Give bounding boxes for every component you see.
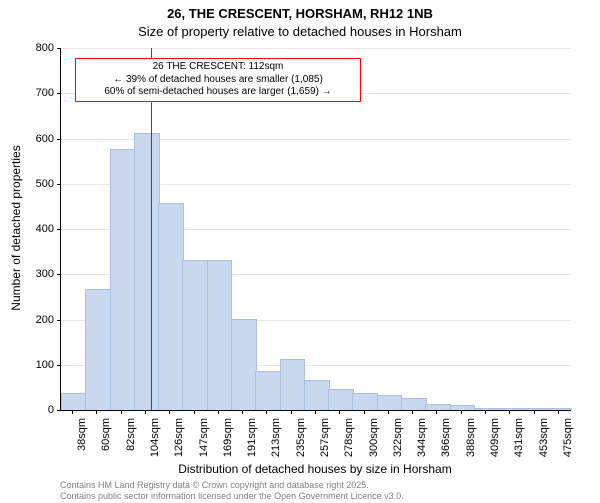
xtick-mark (436, 410, 437, 414)
histogram-bar (158, 203, 184, 410)
histogram-bar (522, 408, 548, 410)
xtick-label: 409sqm (489, 418, 501, 468)
xtick-label: 60sqm (100, 418, 112, 468)
ytick-mark (57, 274, 61, 275)
ytick-mark (57, 184, 61, 185)
xtick-mark (72, 410, 73, 414)
ytick-mark (57, 410, 61, 411)
xtick-label: 431sqm (513, 418, 525, 468)
plot-area: 26 THE CRESCENT: 112sqm ← 39% of detached… (60, 48, 571, 411)
xtick-mark (121, 410, 122, 414)
xtick-mark (291, 410, 292, 414)
ytick-label: 700 (36, 87, 54, 99)
xtick-label: 126sqm (173, 418, 185, 468)
xtick-label: 257sqm (319, 418, 331, 468)
histogram-bar (498, 408, 524, 410)
xtick-mark (534, 410, 535, 414)
xtick-label: 82sqm (125, 418, 137, 468)
xtick-mark (339, 410, 340, 414)
ytick-mark (57, 139, 61, 140)
histogram-bar (450, 405, 476, 410)
ytick-mark (57, 48, 61, 49)
histogram-bar (182, 260, 208, 410)
xtick-mark (218, 410, 219, 414)
y-axis-label: Number of detached properties (9, 128, 23, 328)
annotation-line-2: ← 39% of detached houses are smaller (1,… (113, 74, 323, 85)
xtick-label: 322sqm (392, 418, 404, 468)
histogram-bar (547, 408, 573, 410)
xtick-mark (388, 410, 389, 414)
histogram-bar (352, 393, 378, 410)
histogram-bar (280, 359, 306, 410)
xtick-label: 300sqm (368, 418, 380, 468)
xtick-label: 147sqm (198, 418, 210, 468)
xtick-mark (364, 410, 365, 414)
histogram-bar (304, 380, 330, 410)
chart-title-main: 26, THE CRESCENT, HORSHAM, RH12 1NB (0, 6, 600, 21)
histogram-bar (134, 133, 160, 410)
ytick-mark (57, 365, 61, 366)
xtick-mark (169, 410, 170, 414)
xtick-label: 388sqm (465, 418, 477, 468)
xtick-mark (412, 410, 413, 414)
annotation-box: 26 THE CRESCENT: 112sqm ← 39% of detached… (75, 58, 361, 102)
histogram-bar (110, 149, 136, 410)
xtick-label: 191sqm (246, 418, 258, 468)
histogram-bar (377, 395, 403, 410)
xtick-mark (145, 410, 146, 414)
histogram-bar (231, 319, 257, 411)
histogram-bar (61, 393, 87, 410)
annotation-line-1: 26 THE CRESCENT: 112sqm (153, 61, 284, 72)
histogram-bar (85, 289, 111, 410)
xtick-mark (509, 410, 510, 414)
xtick-label: 453sqm (538, 418, 550, 468)
histogram-bar (401, 398, 427, 410)
gridline (61, 48, 571, 49)
xtick-label: 169sqm (222, 418, 234, 468)
ytick-mark (57, 229, 61, 230)
xtick-mark (315, 410, 316, 414)
xtick-label: 344sqm (416, 418, 428, 468)
xtick-mark (242, 410, 243, 414)
xtick-mark (485, 410, 486, 414)
xtick-mark (96, 410, 97, 414)
xtick-mark (461, 410, 462, 414)
marker-line (151, 48, 152, 410)
xtick-mark (266, 410, 267, 414)
histogram-bar (328, 389, 354, 410)
xtick-label: 278sqm (343, 418, 355, 468)
histogram-bar (474, 408, 500, 410)
xtick-mark (194, 410, 195, 414)
chart-title-sub: Size of property relative to detached ho… (0, 24, 600, 39)
ytick-label: 100 (36, 359, 54, 371)
ytick-label: 600 (36, 133, 54, 145)
xtick-label: 366sqm (440, 418, 452, 468)
xtick-label: 38sqm (76, 418, 88, 468)
ytick-label: 400 (36, 223, 54, 235)
xtick-label: 104sqm (149, 418, 161, 468)
xtick-label: 235sqm (295, 418, 307, 468)
xtick-label: 213sqm (270, 418, 282, 468)
histogram-bar (207, 260, 233, 410)
xtick-label: 475sqm (562, 418, 574, 468)
ytick-mark (57, 320, 61, 321)
annotation-line-3: 60% of semi-detached houses are larger (… (104, 86, 331, 97)
ytick-label: 800 (36, 42, 54, 54)
ytick-label: 500 (36, 178, 54, 190)
histogram-bar (255, 371, 281, 410)
ytick-label: 0 (48, 404, 54, 416)
ytick-label: 200 (36, 314, 54, 326)
footer-line-1: Contains HM Land Registry data © Crown c… (60, 480, 369, 490)
xtick-mark (558, 410, 559, 414)
footer-attribution: Contains HM Land Registry data © Crown c… (60, 480, 404, 503)
ytick-mark (57, 93, 61, 94)
chart-container: 26, THE CRESCENT, HORSHAM, RH12 1NB Size… (0, 0, 600, 500)
ytick-label: 300 (36, 268, 54, 280)
histogram-bar (425, 404, 451, 410)
